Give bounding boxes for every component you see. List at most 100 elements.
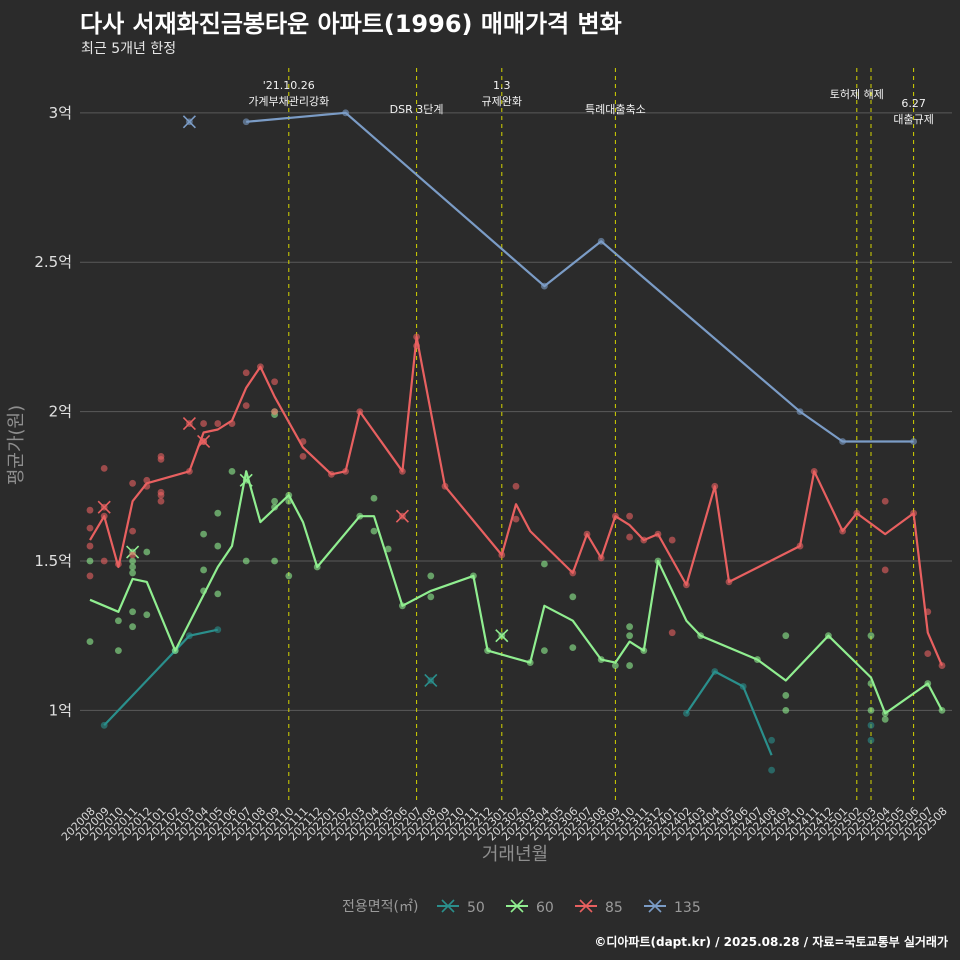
data-point-60 [129, 608, 137, 616]
y-tick-label: 2억 [49, 403, 72, 421]
data-point-85 [129, 479, 137, 487]
data-point-85 [228, 420, 236, 427]
data-point-60 [569, 644, 577, 652]
data-point-60 [171, 647, 179, 655]
data-point-85 [186, 467, 193, 475]
data-point-60 [427, 572, 435, 580]
data-point-60 [881, 709, 889, 717]
data-point-85 [100, 464, 108, 472]
data-point-60 [228, 467, 236, 475]
data-point-85 [938, 662, 946, 669]
y-axis-ticks: 1억 1.5억 2억 2.5억 3억 [34, 104, 72, 720]
data-point-85 [299, 438, 307, 445]
data-point-60 [825, 632, 832, 640]
data-point-60 [867, 632, 875, 640]
data-point-60 [782, 632, 790, 640]
data-point-60 [143, 611, 151, 619]
data-point-135 [342, 109, 349, 117]
data-point-85 [157, 497, 165, 505]
data-point-85 [853, 509, 861, 517]
data-point-60 [612, 662, 619, 669]
data-point-50 [867, 736, 875, 744]
cross-mark-135 [182, 115, 196, 129]
data-point-85 [597, 554, 605, 562]
page-subtitle: 최근 5개년 한정 [81, 41, 177, 57]
event-label: 가계부채관리강화 [248, 95, 329, 108]
event-label: 1.3 [493, 79, 511, 92]
data-point-60 [129, 557, 137, 565]
data-point-60 [143, 548, 151, 556]
data-point-60 [399, 602, 406, 610]
data-point-85 [881, 566, 889, 574]
data-point-85 [100, 512, 108, 520]
data-point-85 [115, 560, 122, 568]
legend-label: 50 [467, 900, 485, 916]
cross-stroke [395, 509, 409, 523]
series-line-85 [89, 335, 944, 667]
y-tick-label: 1억 [49, 701, 72, 719]
data-point-85 [413, 333, 420, 341]
data-point-60 [924, 680, 932, 687]
data-point-85 [626, 512, 633, 520]
data-point-85 [86, 572, 94, 580]
data-point-60 [470, 572, 477, 580]
page-title: 다사 서재화진금봉타운 아파트(1996) 매매가격 변화 [80, 10, 622, 38]
data-point-60 [356, 512, 364, 520]
data-point-60 [285, 491, 293, 499]
series-layer [86, 109, 946, 774]
data-point-60 [115, 617, 122, 625]
data-point-50 [186, 632, 193, 640]
data-point-85 [100, 557, 108, 565]
x-axis-ticks: 2020082020092020102020112020122021012021… [59, 805, 950, 844]
data-point-135 [242, 118, 250, 126]
data-point-85 [881, 497, 889, 505]
data-point-85 [839, 527, 846, 535]
data-point-60 [384, 545, 392, 553]
data-point-85 [242, 369, 250, 377]
data-point-60 [214, 509, 222, 517]
data-point-85 [143, 482, 151, 490]
data-point-50 [768, 736, 775, 744]
event-label: 토허제 해제 [830, 87, 884, 101]
legend-label: 135 [674, 900, 701, 916]
data-point-85 [725, 578, 733, 586]
y-axis-title: 평균가(원) [6, 405, 27, 485]
data-point-60 [484, 647, 491, 655]
event-label: 특례대출축소 [585, 103, 646, 116]
data-point-85 [242, 402, 250, 410]
data-point-60 [867, 680, 875, 687]
data-point-85 [129, 551, 137, 559]
data-point-50 [100, 721, 108, 729]
legend-entry-85: 85 [575, 899, 623, 916]
data-point-85 [924, 608, 932, 616]
data-point-50 [683, 709, 690, 717]
event-label: '21.10.26 [263, 79, 315, 92]
data-point-60 [115, 647, 122, 655]
data-point-60 [285, 572, 293, 580]
data-point-85 [512, 515, 520, 523]
event-label: 대출규제 [893, 113, 933, 126]
data-point-85 [569, 569, 577, 577]
x-axis-title: 거래년월 [482, 844, 548, 865]
data-point-85 [924, 650, 932, 657]
data-point-85 [711, 482, 719, 490]
cross-mark-85 [97, 500, 111, 514]
data-point-60 [569, 593, 577, 601]
data-point-60 [654, 557, 662, 565]
data-point-85 [626, 533, 633, 541]
cross-mark-85 [182, 416, 196, 431]
legend-entry-50: 50 [437, 899, 485, 916]
legend-entry-135: 135 [644, 899, 701, 916]
cross-stroke [97, 500, 111, 514]
data-point-60 [129, 569, 137, 577]
data-point-85 [129, 527, 137, 535]
data-point-135 [839, 438, 846, 445]
data-point-60 [214, 590, 222, 598]
data-point-85 [271, 378, 278, 386]
data-point-50 [214, 626, 222, 634]
data-point-60 [214, 542, 222, 550]
cross-stroke [495, 629, 509, 643]
legend-key-cross [510, 899, 524, 913]
